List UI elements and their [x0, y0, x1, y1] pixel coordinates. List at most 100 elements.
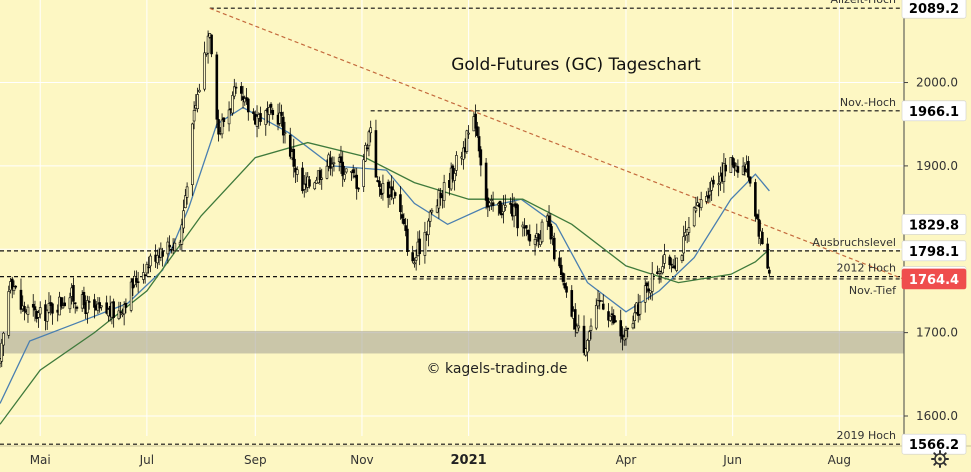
candle: [98, 297, 101, 313]
candle: [374, 119, 378, 178]
candle: [308, 175, 311, 189]
candle: [537, 232, 540, 248]
price-badge-6: 1829.8: [901, 214, 967, 235]
candle: [198, 83, 201, 93]
candle: [119, 301, 122, 319]
candle: [344, 168, 348, 174]
candle: [747, 156, 750, 182]
candle: [281, 111, 285, 144]
candle: [19, 278, 23, 314]
candle: [465, 129, 469, 154]
candle: [121, 308, 124, 318]
candle: [364, 142, 367, 162]
resistance-trendline: [209, 7, 905, 280]
candle: [516, 203, 519, 237]
candle: [168, 235, 171, 251]
candle: [210, 34, 213, 58]
candle: [682, 225, 685, 262]
candle: [528, 224, 532, 247]
candle: [180, 218, 184, 252]
candle: [706, 187, 710, 203]
candle: [549, 213, 553, 244]
gear-icon[interactable]: [931, 450, 949, 468]
candle: [68, 292, 72, 314]
candle: [166, 237, 170, 264]
candle: [252, 108, 255, 121]
candle: [288, 127, 292, 160]
candle: [430, 208, 434, 215]
candle: [491, 191, 495, 212]
candle: [82, 286, 86, 310]
candle: [0, 338, 4, 368]
candle: [147, 256, 150, 274]
candle: [668, 254, 671, 270]
candle: [220, 113, 224, 139]
candle: [500, 202, 504, 219]
ref-label-4: Nov.-Tief: [849, 284, 897, 297]
candle: [768, 266, 771, 278]
candle: [259, 106, 262, 126]
candle: [343, 165, 346, 182]
x-tick-label-0: Mai: [30, 453, 51, 467]
candle: [241, 85, 245, 109]
candle: [418, 230, 421, 266]
candle: [255, 105, 259, 138]
candle: [552, 232, 556, 262]
candle: [191, 122, 194, 196]
candle: [234, 82, 238, 94]
price-badge-0: 2089.2: [901, 0, 967, 19]
candle: [61, 297, 65, 309]
x-tick-label-7: Aug: [828, 453, 851, 467]
candle: [586, 338, 589, 362]
candle: [73, 302, 77, 314]
candle: [736, 159, 740, 178]
candle: [607, 303, 610, 328]
candle: [661, 255, 665, 275]
candle: [369, 120, 372, 143]
candle: [143, 273, 147, 284]
candle: [47, 292, 51, 314]
y-tick-label-4: 2000.0: [916, 76, 958, 90]
candle: [26, 304, 30, 323]
candle: [748, 176, 752, 187]
candle: [766, 237, 769, 270]
candle: [233, 78, 236, 100]
candle: [367, 129, 371, 157]
candle: [414, 249, 418, 271]
candle: [570, 285, 574, 318]
candle: [192, 101, 196, 130]
candle: [512, 196, 516, 228]
candle: [589, 318, 593, 340]
candle: [381, 174, 385, 201]
candle: [203, 41, 206, 92]
candle: [283, 121, 287, 144]
candle: [100, 305, 103, 311]
candle: [23, 301, 26, 321]
support-zone: [0, 330, 904, 354]
candle: [526, 229, 530, 241]
candle: [51, 302, 54, 325]
candle: [633, 304, 637, 329]
candle: [442, 174, 446, 208]
candle: [7, 285, 11, 339]
ref-label-2: Ausbruchslevel: [812, 236, 896, 249]
candle: [330, 156, 334, 177]
candle: [757, 209, 761, 244]
candle: [280, 104, 283, 127]
candle: [474, 104, 477, 138]
price-badge-2: 1798.1: [901, 240, 967, 262]
candle: [393, 191, 397, 199]
candle: [135, 270, 138, 288]
candle: [222, 117, 226, 127]
candle: [670, 257, 673, 273]
candle: [117, 301, 121, 321]
x-tick-label-2: Sep: [244, 453, 267, 467]
candle: [301, 161, 304, 194]
candle: [267, 104, 271, 126]
candle: [196, 87, 199, 113]
candle: [643, 279, 647, 313]
candle: [608, 315, 612, 322]
candle: [31, 294, 35, 317]
candle: [87, 296, 91, 310]
